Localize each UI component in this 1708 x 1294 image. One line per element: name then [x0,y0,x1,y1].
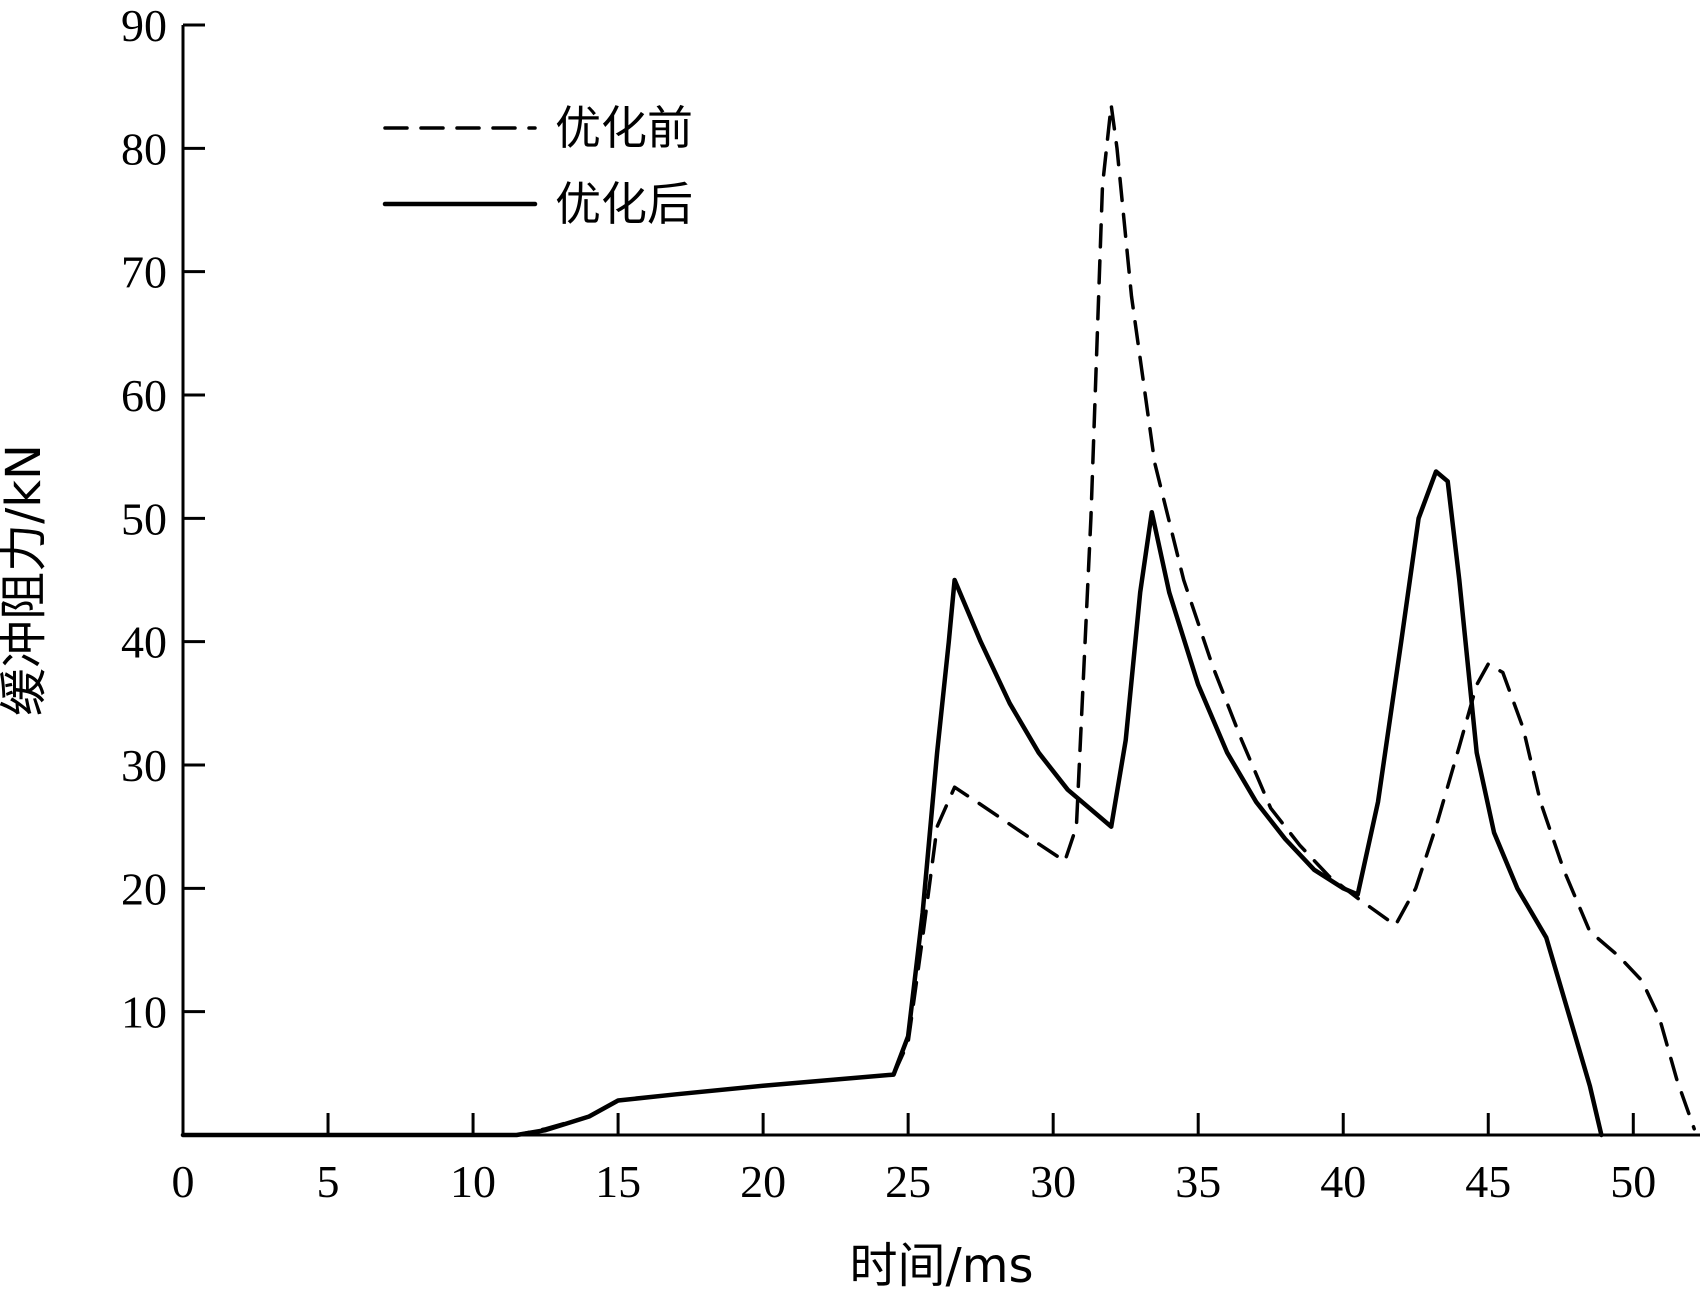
x-tick-label: 45 [1465,1156,1511,1207]
x-tick-label: 5 [317,1156,340,1207]
ticks: 0 5 10 15 20 25 30 35 40 45 50 10 20 30 40 50 60 70 80 90 [121,0,1656,1207]
x-tick-label: 15 [595,1156,641,1207]
axes [181,25,1700,1137]
y-tick-label: 90 [121,0,167,51]
legend-label-1: 优化前 [555,101,693,155]
x-tick-label: 30 [1030,1156,1076,1207]
y-tick-label: 20 [121,863,167,914]
y-tick-label: 60 [121,370,167,421]
y-tick-label: 10 [121,987,167,1038]
y-tick-label: 30 [121,740,167,791]
series-group [180,103,1696,1138]
series-line-1 [181,103,1696,1137]
series-line-2 [180,469,1604,1138]
x-tick-label: 50 [1610,1156,1656,1207]
x-tick-label: 20 [740,1156,786,1207]
y-tick-label: 80 [121,123,167,174]
x-tick-label: 0 [172,1156,195,1207]
x-tick-label: 35 [1175,1156,1221,1207]
y-tick-label: 40 [121,617,167,668]
y-tick-label: 50 [121,493,167,544]
y-tick-label: 70 [121,247,167,298]
y-axis-label: 缓冲阻力/kN [0,444,52,716]
x-tick-label: 10 [450,1156,496,1207]
legend-label-2: 优化后 [555,177,693,231]
x-tick-label: 25 [885,1156,931,1207]
x-axis-label: 时间/ms [850,1238,1034,1294]
x-tick-label: 40 [1320,1156,1366,1207]
